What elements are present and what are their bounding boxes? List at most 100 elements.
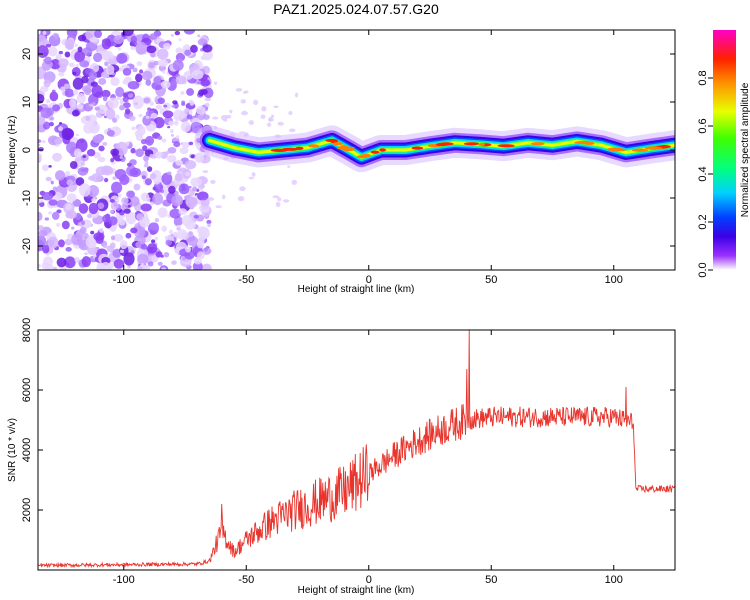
noise-blob (58, 71, 65, 77)
noise-blob (56, 222, 61, 227)
noise-blob (197, 34, 201, 38)
noise-blob (105, 108, 116, 120)
signal-hotspot (574, 140, 594, 145)
noise-blob (204, 102, 210, 108)
noise-blob (113, 35, 124, 44)
noise-blob (248, 120, 254, 126)
noise-blob (65, 203, 72, 211)
noise-blob (38, 147, 44, 152)
noise-blob (66, 193, 77, 202)
noise-blob (161, 138, 167, 143)
noise-blob (119, 155, 124, 160)
noise-blob (38, 211, 43, 222)
noise-blob (185, 246, 192, 253)
noise-blob (187, 231, 194, 238)
noise-blob (283, 199, 290, 203)
noise-blob (69, 161, 78, 170)
noise-blob (57, 239, 65, 248)
noise-blob (207, 197, 215, 201)
noise-blob (52, 186, 58, 192)
noise-blob (58, 50, 64, 55)
noise-blob (128, 143, 133, 147)
noise-blob (184, 107, 190, 114)
noise-blob (275, 201, 281, 208)
noise-blob (125, 232, 132, 239)
noise-blob (119, 249, 125, 254)
noise-blob (172, 59, 184, 71)
noise-blob (91, 197, 97, 202)
noise-blob (197, 226, 209, 236)
noise-blob (77, 46, 83, 53)
noise-blob (42, 30, 47, 36)
noise-blob (50, 180, 54, 185)
noise-blob (110, 242, 116, 249)
noise-blob (145, 79, 152, 86)
noise-blob (149, 33, 158, 40)
noise-blob (91, 173, 102, 183)
noise-blob (47, 46, 58, 57)
bottom-x-axis-label: Height of straight line (km) (298, 585, 415, 596)
noise-blob (168, 185, 176, 194)
noise-blob (74, 256, 80, 263)
noise-blob (189, 63, 199, 71)
noise-blob (38, 111, 42, 117)
noise-blob (174, 30, 181, 36)
colorbar-tick-label: 0.2 (697, 214, 709, 229)
noise-blob (186, 114, 193, 120)
noise-blob (113, 259, 125, 269)
noise-blob (72, 77, 84, 90)
noise-blob (96, 262, 106, 270)
noise-blob (64, 238, 73, 246)
noise-blob (45, 98, 51, 104)
noise-blob (121, 197, 129, 204)
noise-blob (162, 110, 174, 119)
noise-blob (179, 147, 189, 154)
noise-blob (175, 47, 183, 55)
noise-blob (210, 179, 216, 184)
noise-blob (135, 73, 143, 83)
noise-blob (38, 34, 47, 47)
noise-blob (58, 126, 63, 132)
noise-blob (51, 211, 60, 220)
noise-blob (204, 247, 208, 252)
noise-blob (176, 226, 181, 231)
signal-hotspot (282, 147, 299, 151)
y-tick-label: 20 (21, 48, 33, 60)
noise-blob (88, 70, 98, 81)
noise-blob (289, 128, 296, 133)
noise-blob (119, 100, 123, 104)
noise-blob (186, 235, 199, 246)
noise-blob (169, 128, 174, 134)
noise-blob (270, 114, 274, 119)
noise-blob (171, 104, 176, 108)
x-tick-label: 0 (366, 574, 372, 586)
noise-blob (49, 91, 59, 102)
x-tick-label: 0 (366, 274, 372, 286)
noise-blob (71, 233, 83, 246)
noise-blob (110, 77, 120, 86)
x-tick-label: -50 (238, 574, 254, 586)
noise-blob (144, 160, 149, 165)
noise-blob (64, 51, 71, 58)
noise-blob (155, 104, 163, 110)
noise-blob (200, 205, 208, 210)
noise-blob (42, 121, 51, 130)
noise-blob (145, 135, 155, 146)
signal-ridge (194, 125, 675, 173)
noise-blob (79, 60, 90, 68)
noise-blob (118, 193, 122, 198)
noise-blob (167, 125, 171, 129)
noise-blob (65, 247, 72, 252)
noise-blob (142, 145, 148, 152)
noise-blob (192, 186, 198, 192)
noise-blob (191, 69, 204, 80)
noise-blob (68, 62, 75, 68)
signal-hotspot (463, 142, 480, 146)
noise-blob (248, 176, 254, 180)
noise-blob (130, 35, 138, 44)
noise-blob (110, 235, 116, 241)
noise-blob (75, 63, 79, 68)
noise-blob (170, 134, 175, 137)
noise-blob (122, 96, 129, 103)
noise-blob (153, 76, 162, 85)
